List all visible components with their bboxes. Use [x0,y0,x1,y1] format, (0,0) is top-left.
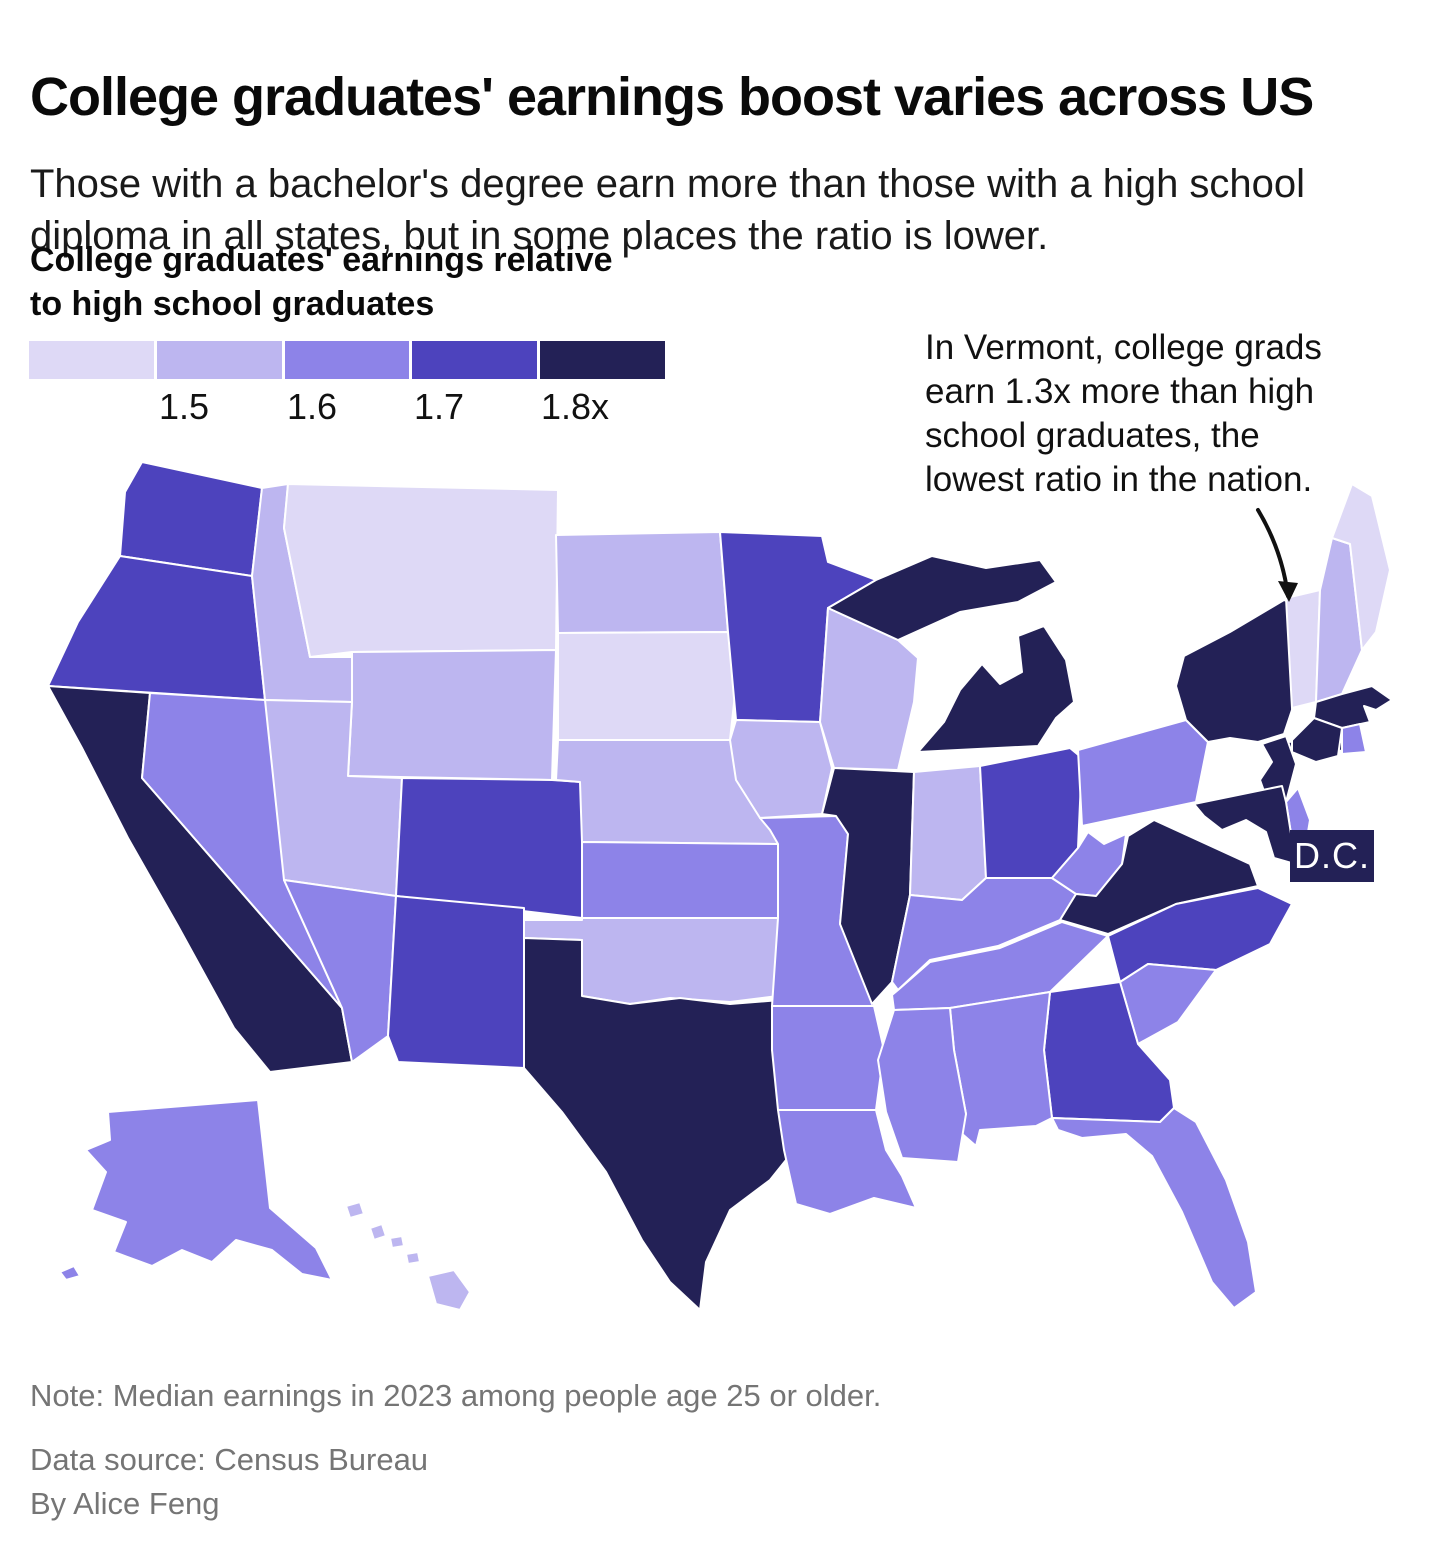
state-hawaii [345,1201,471,1311]
footer-notes: Note: Median earnings in 2023 among peop… [30,1378,1230,1522]
legend-swatch-5 [540,341,665,379]
state-rhode-island [1341,723,1367,755]
vermont-annotation-line4: lowest ratio in the nation. [925,460,1313,499]
state-wisconsin [819,607,919,771]
data-source: Data source: Census Bureau [30,1442,429,1477]
legend-tick-1-7: 1.7 [413,386,465,427]
state-indiana [909,765,987,901]
legend-swatch-3 [284,341,410,379]
state-ohio [979,747,1083,879]
byline: By Alice Feng [30,1486,220,1521]
state-mississippi [877,1007,967,1163]
state-new-mexico [387,895,525,1069]
state-michigan-upper-peninsula [827,555,1057,641]
legend-swatch-1 [29,341,154,379]
state-wyoming [347,649,557,781]
dc-label-badge: D.C. [1290,830,1374,882]
legend-swatch-4 [412,341,538,379]
legend-ticks: 1.5 1.6 1.7 1.8x [29,386,729,430]
state-arkansas [771,1005,885,1111]
vermont-annotation-line2: earn 1.3x more than high [925,372,1315,411]
page-title: College graduates' earnings boost varies… [30,67,1314,128]
state-south-dakota [557,631,737,741]
state-connecticut [1291,717,1343,763]
state-louisiana [777,1109,917,1215]
state-north-dakota [555,531,729,634]
legend-tick-1-6: 1.6 [286,386,338,427]
state-vermont [1285,589,1321,709]
state-florida [1051,1107,1257,1309]
state-new-york [1175,599,1299,743]
state-maryland [1193,785,1307,867]
vermont-annotation-line3: school graduates, the [925,416,1260,455]
state-montana [283,483,559,658]
legend-tick-1-5: 1.5 [158,386,210,427]
vermont-annotation-line1: In Vermont, college grads [925,328,1322,367]
state-alaska [59,1099,333,1281]
state-colorado [395,777,583,919]
legend-tick-1-8x: 1.8x [540,386,610,427]
legend-title-line2: to high school graduates [30,285,435,323]
methodology-note: Note: Median earnings in 2023 among peop… [30,1378,882,1413]
state-maine [1331,483,1391,651]
legend-color-scale [29,341,665,379]
state-kansas [581,841,779,919]
legend-title-line1: College graduates' earnings relative [30,241,613,279]
state-oregon [47,555,266,701]
state-arizona [283,879,397,1063]
us-choropleth-map [30,450,1410,1360]
legend-title: College graduates' earnings relative to … [30,238,730,326]
vermont-annotation: In Vermont, college grads earn 1.3x more… [925,326,1375,502]
page-subtitle: Those with a bachelor's degree earn more… [30,162,1306,258]
state-michigan [917,625,1075,753]
state-pennsylvania [1077,719,1209,827]
state-south-carolina [1119,963,1217,1045]
state-texas [523,937,795,1311]
annotation-arrowhead-icon [1278,581,1298,602]
legend-swatch-2 [156,341,282,379]
